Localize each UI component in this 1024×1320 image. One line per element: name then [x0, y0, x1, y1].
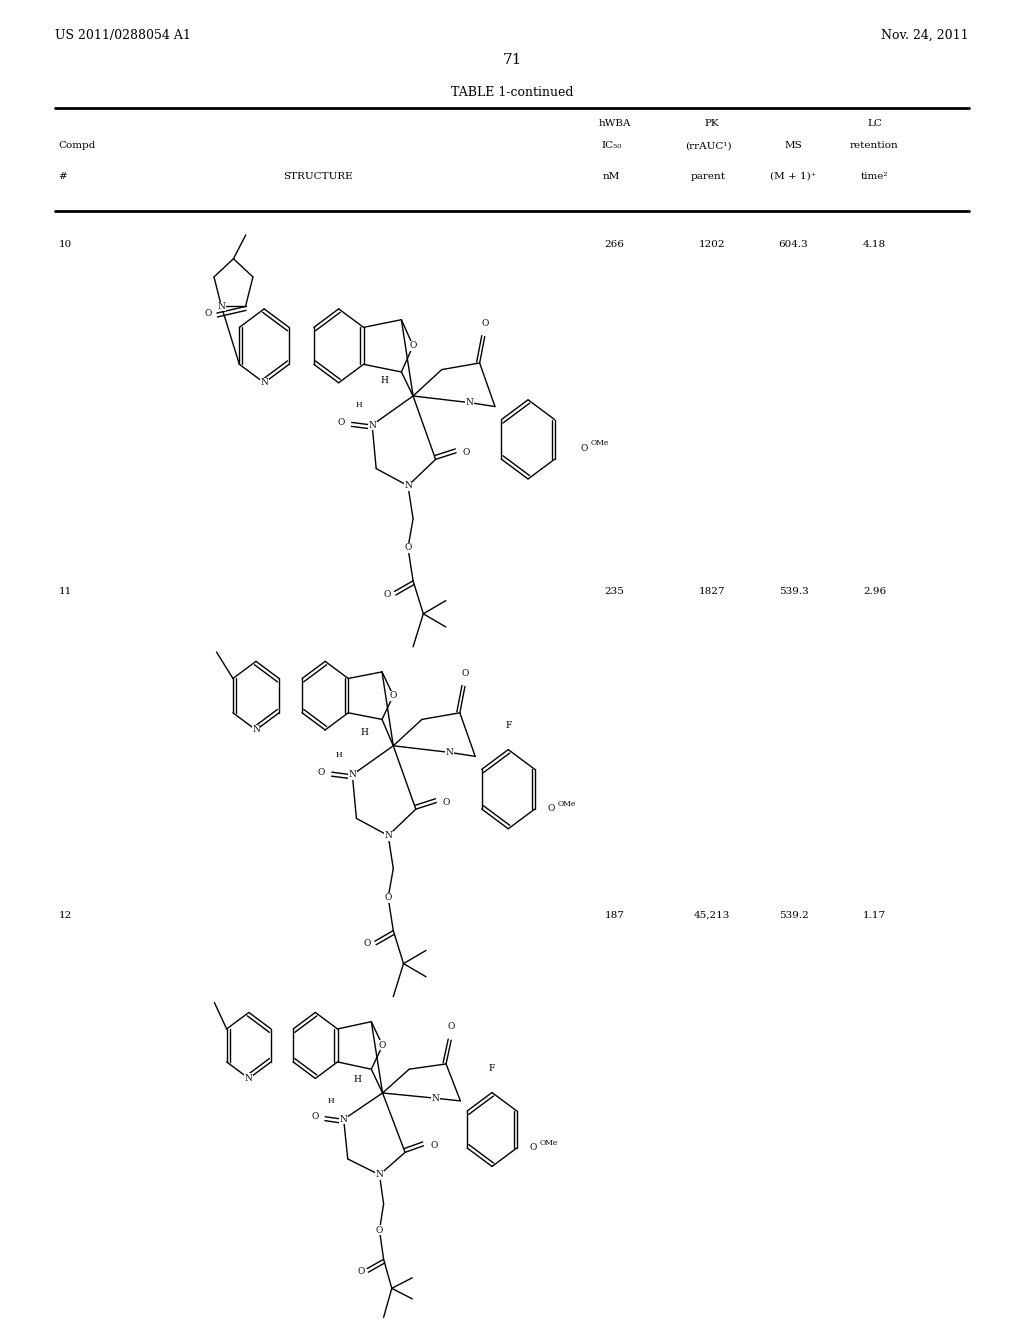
Text: O: O	[364, 940, 372, 948]
Text: H: H	[355, 401, 362, 409]
Text: N: N	[376, 1171, 383, 1179]
Text: N: N	[245, 1074, 253, 1082]
Text: O: O	[581, 444, 588, 453]
Text: OMe: OMe	[591, 440, 609, 447]
Text: OMe: OMe	[540, 1139, 558, 1147]
Text: O: O	[529, 1143, 537, 1152]
Text: H: H	[328, 1097, 335, 1105]
Text: O: O	[389, 692, 397, 700]
Text: 266: 266	[604, 240, 625, 249]
Text: OMe: OMe	[557, 800, 575, 808]
Text: MS: MS	[784, 141, 803, 150]
Text: 1.17: 1.17	[863, 911, 886, 920]
Text: N: N	[260, 379, 268, 387]
Text: LC: LC	[867, 119, 882, 128]
Text: O: O	[430, 1142, 437, 1150]
Text: O: O	[376, 1226, 383, 1234]
Text: N: N	[252, 726, 260, 734]
Text: O: O	[442, 799, 451, 807]
Text: 11: 11	[58, 587, 72, 597]
Text: N: N	[445, 748, 454, 756]
Text: 1202: 1202	[698, 240, 725, 249]
Text: N: N	[340, 1115, 347, 1123]
Text: 4.18: 4.18	[863, 240, 886, 249]
Text: N: N	[217, 302, 225, 312]
Text: O: O	[463, 449, 470, 457]
Text: N: N	[466, 399, 473, 407]
Text: (M + 1)⁺: (M + 1)⁺	[770, 172, 817, 181]
Text: O: O	[317, 768, 326, 776]
Text: O: O	[379, 1041, 386, 1049]
Text: hWBA: hWBA	[598, 119, 631, 128]
Text: O: O	[447, 1023, 455, 1031]
Text: O: O	[404, 544, 412, 552]
Text: O: O	[384, 590, 391, 598]
Text: 2.96: 2.96	[863, 587, 886, 597]
Text: H: H	[381, 376, 388, 384]
Text: parent: parent	[691, 172, 726, 181]
Text: Compd: Compd	[58, 141, 95, 150]
Text: O: O	[547, 804, 555, 813]
Text: O: O	[481, 319, 488, 327]
Text: O: O	[205, 309, 212, 318]
Text: Nov. 24, 2011: Nov. 24, 2011	[881, 29, 969, 42]
Text: N: N	[432, 1094, 439, 1102]
Text: O: O	[311, 1113, 318, 1121]
Text: 539.3: 539.3	[778, 587, 809, 597]
Text: STRUCTURE: STRUCTURE	[283, 172, 352, 181]
Text: 1827: 1827	[698, 587, 725, 597]
Text: N: N	[369, 421, 376, 429]
Text: nM: nM	[603, 172, 620, 181]
Text: O: O	[357, 1267, 365, 1275]
Text: (rrAUC¹): (rrAUC¹)	[685, 141, 732, 150]
Text: N: N	[348, 771, 356, 779]
Text: F: F	[488, 1064, 496, 1073]
Text: time²: time²	[861, 172, 888, 181]
Text: PK: PK	[705, 119, 719, 128]
Text: 539.2: 539.2	[778, 911, 809, 920]
Text: #: #	[58, 172, 68, 181]
Text: H: H	[360, 729, 369, 737]
Text: O: O	[461, 669, 469, 677]
Text: O: O	[384, 894, 392, 902]
Text: H: H	[336, 751, 342, 759]
Text: 604.3: 604.3	[778, 240, 809, 249]
Text: IC₅₀: IC₅₀	[601, 141, 622, 150]
Text: US 2011/0288054 A1: US 2011/0288054 A1	[55, 29, 191, 42]
Text: 71: 71	[503, 53, 521, 67]
Text: TABLE 1-continued: TABLE 1-continued	[451, 86, 573, 99]
Text: F: F	[505, 721, 511, 730]
Text: 10: 10	[58, 240, 72, 249]
Text: retention: retention	[850, 141, 899, 150]
Text: N: N	[384, 832, 392, 840]
Text: 235: 235	[604, 587, 625, 597]
Text: O: O	[410, 342, 417, 350]
Text: 12: 12	[58, 911, 72, 920]
Text: H: H	[353, 1076, 360, 1084]
Text: N: N	[404, 482, 412, 490]
Text: O: O	[338, 418, 345, 426]
Text: 187: 187	[604, 911, 625, 920]
Text: 45,213: 45,213	[693, 911, 730, 920]
